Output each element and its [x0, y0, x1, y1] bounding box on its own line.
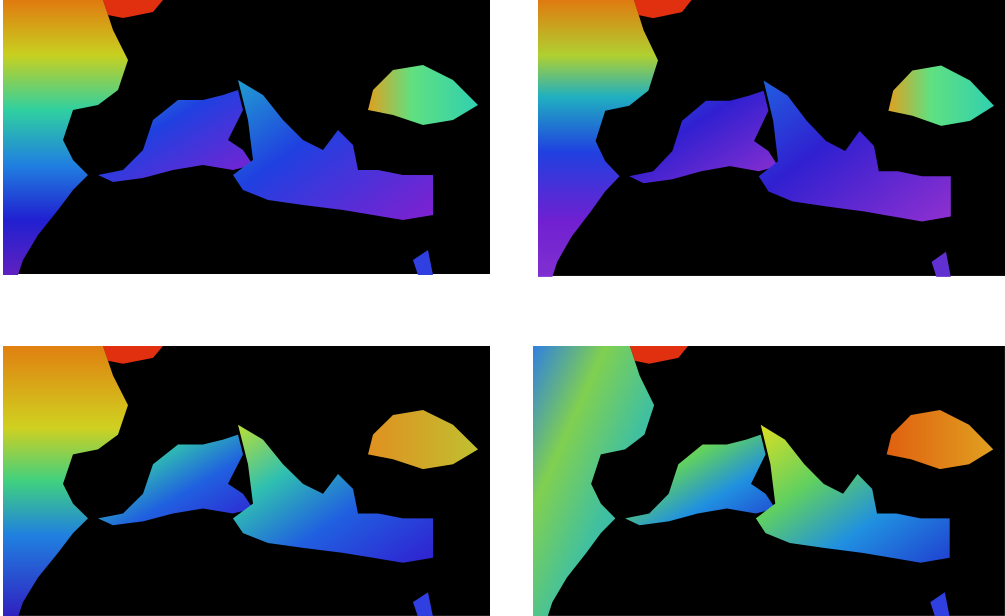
map-panel — [533, 346, 1005, 616]
map-grid — [0, 0, 1005, 616]
map-panel — [3, 346, 490, 616]
page: (() => { const data = JSON.parse(documen… — [0, 0, 1005, 616]
map-panel — [3, 0, 490, 275]
map-panel — [538, 0, 1005, 277]
